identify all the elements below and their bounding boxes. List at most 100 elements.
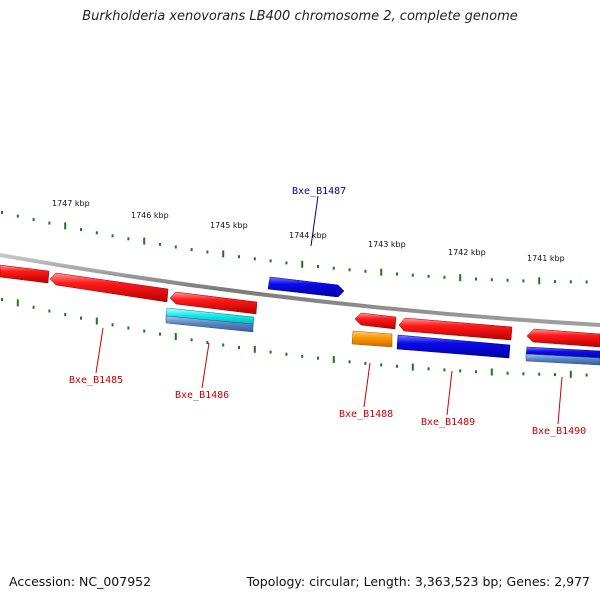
- outer-tick-ruler: [1, 211, 588, 285]
- outer-ruler-minor-tick: [238, 255, 240, 259]
- outer-ruler-minor-tick: [427, 274, 430, 278]
- inner-ruler-minor-tick: [1, 298, 3, 301]
- outer-ruler-minor-tick: [174, 245, 177, 249]
- ruler-label-1746: 1746 kbp: [131, 211, 169, 220]
- inner-ruler-minor-tick: [554, 373, 556, 377]
- inner-ruler-major-tick: [411, 363, 414, 371]
- inner-ruler-minor-tick: [396, 364, 398, 368]
- inner-ruler-minor-tick: [285, 352, 288, 356]
- gene-bxe-b1488[interactable]: [354, 312, 397, 330]
- outer-ruler-minor-tick: [127, 237, 130, 241]
- gene-bxe-b1488-orange[interactable]: [351, 330, 393, 348]
- inner-ruler-minor-tick: [127, 326, 130, 330]
- gene-bxe-b1486-steel[interactable]: [165, 315, 254, 333]
- outer-ruler-minor-tick: [190, 248, 193, 252]
- label-bxe-b1490: Bxe_B1490: [532, 426, 586, 437]
- inner-ruler-major-tick: [174, 333, 177, 340]
- inner-ruler-major-tick: [569, 370, 572, 378]
- outer-ruler-minor-tick: [111, 234, 114, 238]
- inner-ruler-minor-tick: [238, 346, 240, 349]
- outer-ruler-minor-tick: [585, 280, 588, 284]
- leader-bxe-b1485: [95, 327, 104, 374]
- outer-ruler-minor-tick: [95, 231, 98, 235]
- outer-ruler-minor-tick: [522, 279, 525, 283]
- label-bxe-b1487: Bxe_B1487: [292, 186, 346, 197]
- outer-ruler-minor-tick: [32, 218, 35, 222]
- inner-ruler-minor-tick: [64, 313, 67, 317]
- leader-bxe-b1490: [557, 376, 563, 425]
- inner-ruler-minor-tick: [585, 373, 588, 377]
- inner-ruler-minor-tick: [443, 368, 446, 372]
- inner-ruler-minor-tick: [380, 363, 383, 367]
- ruler-labels: 1747 kbp 1746 kbp 1745 kbp 1744 kbp 1743…: [52, 199, 565, 263]
- gene-bxe-b1490-steel[interactable]: [525, 353, 600, 366]
- outer-ruler-major-tick: [538, 277, 541, 285]
- outer-ruler-minor-tick: [569, 280, 572, 284]
- outer-ruler-major-tick: [380, 268, 383, 276]
- outer-ruler-minor-tick: [206, 250, 209, 254]
- label-leader-lines: [95, 195, 563, 425]
- outer-ruler-minor-tick: [443, 275, 446, 279]
- outer-ruler-minor-tick: [159, 242, 161, 246]
- inner-ruler-major-tick: [490, 368, 493, 376]
- ruler-label-1744: 1744 kbp: [289, 231, 327, 240]
- inner-ruler-minor-tick: [475, 370, 477, 374]
- inner-ruler-minor-tick: [317, 356, 319, 360]
- label-bxe-b1486: Bxe_B1486: [175, 390, 229, 401]
- outer-ruler-minor-tick: [364, 269, 367, 273]
- leader-bxe-b1486: [201, 342, 210, 389]
- inner-ruler-minor-tick: [506, 371, 509, 375]
- label-bxe-b1489: Bxe_B1489: [421, 417, 475, 428]
- inner-ruler-major-tick: [16, 299, 19, 307]
- outer-ruler-minor-tick: [490, 278, 493, 282]
- inner-ruler-major-tick: [253, 345, 256, 353]
- inner-ruler-minor-tick: [301, 354, 304, 358]
- outer-ruler-major-tick: [301, 260, 304, 268]
- outer-ruler-minor-tick: [411, 273, 414, 277]
- ruler-label-1745: 1745 kbp: [210, 221, 248, 230]
- inner-ruler-minor-tick: [459, 369, 462, 373]
- inner-ruler-minor-tick: [32, 305, 35, 309]
- gene-bxe-b1490[interactable]: [526, 328, 600, 348]
- leader-bxe-b1488: [363, 362, 371, 408]
- outer-ruler-major-tick: [222, 250, 225, 258]
- inner-ruler-minor-tick: [269, 350, 272, 354]
- chromosome-backbone: [0, 253, 600, 327]
- outer-ruler-minor-tick: [80, 228, 82, 232]
- outer-ruler-minor-tick: [396, 272, 398, 276]
- outer-ruler-minor-tick: [253, 257, 256, 261]
- inner-ruler-minor-tick: [48, 309, 51, 313]
- outer-ruler-major-tick: [459, 274, 462, 282]
- genome-summary-text: Topology: circular; Length: 3,363,523 bp…: [246, 574, 590, 589]
- inner-tick-ruler: [1, 298, 588, 378]
- accession-text: Accession: NC_007952: [9, 574, 152, 589]
- inner-ruler-minor-tick: [538, 372, 541, 376]
- reverse-strand-genes: [0, 264, 600, 366]
- gene-bxe-b1487[interactable]: [267, 276, 345, 298]
- inner-ruler-minor-tick: [190, 338, 193, 342]
- map-title: Burkholderia xenovorans LB400 chromosome…: [82, 9, 518, 24]
- gene-bxe-b1489[interactable]: [398, 317, 513, 341]
- inner-ruler-minor-tick: [222, 343, 225, 347]
- outer-ruler-minor-tick: [317, 265, 319, 268]
- inner-ruler-minor-tick: [111, 323, 114, 327]
- inner-ruler-minor-tick: [206, 341, 209, 344]
- inner-ruler-minor-tick: [522, 372, 525, 376]
- outer-ruler-major-tick: [64, 222, 67, 230]
- inner-ruler-major-tick: [95, 317, 98, 325]
- label-bxe-b1488: Bxe_B1488: [339, 409, 393, 420]
- ruler-label-1741: 1741 kbp: [527, 254, 565, 263]
- forward-strand-genes: [267, 276, 345, 298]
- inner-ruler-minor-tick: [348, 360, 351, 364]
- gene-bxe-b1486[interactable]: [169, 291, 258, 315]
- gene-bxe-b1485-left[interactable]: [0, 264, 50, 284]
- gene-bxe-b1485[interactable]: [49, 272, 169, 303]
- outer-ruler-minor-tick: [554, 280, 556, 284]
- gene-labels: Bxe_B1485 Bxe_B1486 Bxe_B1487 Bxe_B1488 …: [69, 186, 586, 437]
- gene-bxe-b1489-blue[interactable]: [396, 334, 511, 359]
- outer-ruler-minor-tick: [16, 214, 19, 218]
- outer-ruler-major-tick: [143, 237, 146, 245]
- inner-ruler-minor-tick: [427, 367, 430, 371]
- leader-bxe-b1489: [446, 370, 453, 416]
